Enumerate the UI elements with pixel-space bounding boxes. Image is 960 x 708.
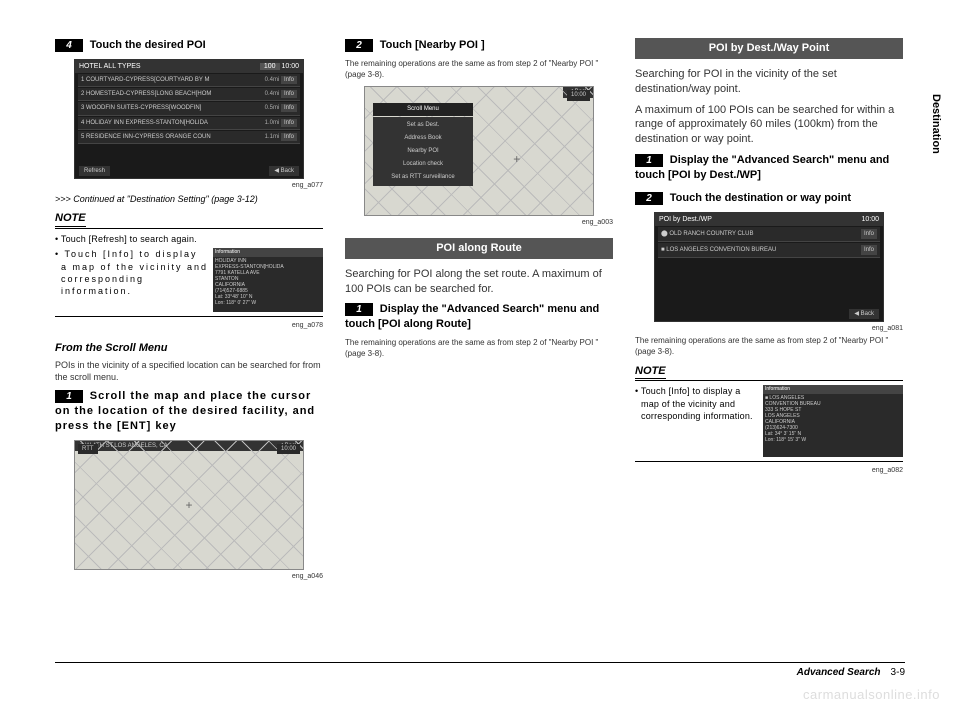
sub-text-1: The remaining operations are the same as… [345,59,613,81]
note-rule [55,228,323,229]
dest-header-time: 10:00 [861,215,879,224]
poi-row: 1 COURTYARD-CYPRESS[COURTYARD BY M0.4mi … [78,74,300,87]
side-tab-destination: Destination [928,88,944,160]
screen-header: HOTEL ALL TYPES 100 10:00 [75,60,303,73]
caption-c3-2: eng_a082 [635,466,903,475]
poi-list-screen: HOTEL ALL TYPES 100 10:00 1 COURTYARD-CY… [74,59,304,179]
dest-row: ⬤ OLD RANCH COUNTRY CLUBInfo [658,227,880,242]
column-1: 4 Touch the desired POI HOTEL ALL TYPES … [55,38,323,584]
dest-screen-footer: ◀ Back [655,307,883,321]
infobox-header: Information [213,248,323,257]
infobox-text: HOLIDAY INN EXPRESS-STANTON[HOLIDA 7791 … [213,257,323,307]
caption-c2-1: eng_a003 [345,218,613,227]
page-content: 4 Touch the desired POI HOTEL ALL TYPES … [0,0,960,584]
crosshair-icon-2: + [513,151,520,167]
sub-text-3: The remaining operations are the same as… [635,336,903,358]
scroll-menu-item: Nearby POI [376,145,470,157]
column-2: 2 Touch [Nearby POI ] The remaining oper… [345,38,613,584]
step-1-route-text: Display the "Advanced Search" menu and t… [345,303,599,330]
step-2-text: Touch [Nearby POI ] [380,39,485,51]
step-num-1-route: 1 [345,303,373,316]
footer-title: Advanced Search [797,667,881,678]
dest-body-1: Searching for POI in the vicinity of the… [635,67,903,97]
section-poi-dest: POI by Dest./Way Point [635,38,903,59]
scroll-menu-item: Set as Dest. [376,119,470,131]
dest-header-left: POI by Dest./WP [659,215,712,224]
divider [55,316,323,317]
scroll-menu-item: Address Book [376,132,470,144]
note-bullet-1: • Touch [Refresh] to search again. [55,233,323,245]
screen-footer: Refresh ◀ Back [75,164,303,178]
info-box-3: Information ■ LOS ANGELES CONVENTION BUR… [763,385,903,457]
dest-back: ◀ Back [849,309,879,319]
step-2-line: 2 Touch [Nearby POI ] [345,38,613,53]
scroll-menu-screen: 10:00 Scroll Menu Set as Dest.Address Bo… [364,86,594,216]
dest-screen-header: POI by Dest./WP 10:00 [655,213,883,226]
note-bullet-3-wrap: Information ■ LOS ANGELES CONVENTION BUR… [635,385,903,457]
poi-row: 5 RESIDENCE INN-CYPRESS ORANGE COUN1.1mi… [78,131,300,144]
crosshair-icon: + [185,496,192,512]
page-footer: Advanced Search 3-9 [55,662,905,678]
step-num-2-dest: 2 [635,192,663,205]
step-4-line: 4 Touch the desired POI [55,38,323,53]
scroll-body: POIs in the vicinity of a specified loca… [55,359,323,383]
footer-page: 3-9 [891,667,905,678]
note-rule-3 [635,380,903,381]
info-box-1: Information HOLIDAY INN EXPRESS-STANTON[… [213,248,323,312]
infobox-3-text: ■ LOS ANGELES CONVENTION BUREAU 333 S HO… [763,394,903,444]
route-body: Searching for POI along the set route. A… [345,267,613,297]
caption-c3-1: eng_a081 [635,324,903,333]
note-heading: NOTE [55,211,323,229]
step-1-route: 1 Display the "Advanced Search" menu and… [345,302,613,332]
step-1-text: Scroll the map and place the cursor on t… [55,390,315,432]
step-4-text: Touch the desired POI [90,39,206,51]
caption-3: eng_a046 [55,572,323,581]
caption-2: eng_a078 [55,321,323,330]
back-button: ◀ Back [269,166,299,176]
header-mid: 100 [260,63,280,70]
step-number-1: 1 [55,390,83,403]
infobox-3-header: Information [763,385,903,394]
watermark: carmanualsonline.info [803,687,940,702]
step-number-4: 4 [55,39,83,52]
scroll-menu-item: Location check [376,158,470,170]
poi-row: 4 HOLIDAY INN EXPRESS-STANTON[HOLIDA1.0m… [78,117,300,130]
step-1-dest: 1 Display the "Advanced Search" menu and… [635,153,903,183]
scroll-menu-item: Set as RTT surveillance [376,171,470,183]
note-heading-3: NOTE [635,364,903,382]
dest-row: ■ LOS ANGELES CONVENTION BUREAUInfo [658,243,880,258]
continue-note: >>> Continued at "Destination Setting" (… [55,193,323,205]
step-number-2: 2 [345,39,373,52]
divider-3 [635,461,903,462]
note-bullet-2-wrap: Information HOLIDAY INN EXPRESS-STANTON[… [55,248,323,312]
rtt-badge: RTT [78,444,98,454]
step-1-dest-text: Display the "Advanced Search" menu and t… [635,154,889,181]
subheading-scroll: From the Scroll Menu [55,341,323,356]
sub-text-2: The remaining operations are the same as… [345,338,613,360]
header-time: 10:00 [281,63,299,70]
caption-1: eng_a077 [55,181,323,190]
scroll-menu: Scroll Menu Set as Dest.Address BookNear… [373,103,473,187]
section-poi-route: POI along Route [345,238,613,259]
step-2-dest: 2 Touch the destination or way point [635,191,903,206]
dest-list-screen: POI by Dest./WP 10:00 ⬤ OLD RANCH COUNTR… [654,212,884,322]
map-time-2: 10:00 [567,90,590,100]
poi-row: 3 WOODFIN SUITES-CYPRESS[WOODFIN]0.5mi I… [78,102,300,115]
step-1-line: 1 Scroll the map and place the cursor on… [55,389,323,434]
map-time: 10:00 [277,444,300,454]
column-3: POI by Dest./Way Point Searching for POI… [635,38,903,584]
scroll-menu-title: Scroll Menu [373,103,473,115]
poi-row: 2 HOMESTEAD-CYPRESS[LONG BEACH[HOM0.4mi … [78,88,300,101]
header-left: HOTEL ALL TYPES [79,62,141,71]
step-2-dest-text: Touch the destination or way point [670,192,851,204]
refresh-button: Refresh [79,166,110,176]
dest-body-2: A maximum of 100 POIs can be searched fo… [635,103,903,148]
step-num-1-dest: 1 [635,154,663,167]
map-screen-1: RTT 10:00 + ■ W 4TH ST,LOS ANGELES, CA ◀… [74,440,304,570]
